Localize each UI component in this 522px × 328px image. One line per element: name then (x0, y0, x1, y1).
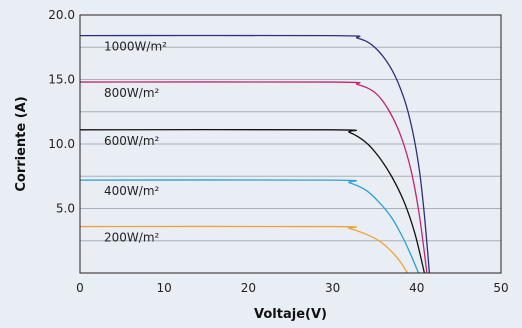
series-line (79, 179, 420, 274)
y-axis-title: Corriente (A) (14, 96, 29, 191)
x-tick-label: 30 (325, 281, 340, 295)
x-tick-label: 50 (493, 281, 508, 295)
x-tick-label: 40 (409, 281, 424, 295)
y-tick-label: 20.0 (48, 8, 75, 22)
series-labels: 1000W/m² 800W/m² 600W/m² 400W/m² 200W/m² (104, 40, 167, 245)
x-tick-label: 0 (76, 281, 84, 295)
series-line (79, 81, 428, 274)
grid-lines (80, 46, 501, 242)
y-tick-label: 10.0 (48, 137, 75, 151)
x-tick-label: 10 (157, 281, 172, 295)
series-line (79, 34, 431, 274)
series-label: 200W/m² (104, 231, 160, 245)
series-label: 600W/m² (104, 134, 160, 148)
plot-frame (79, 14, 502, 274)
series-line (79, 128, 426, 274)
x-axis-ticks: 0 10 20 30 40 50 (76, 281, 508, 295)
series-label: 800W/m² (104, 86, 160, 100)
y-tick-label: 5.0 (56, 202, 75, 216)
y-axis-ticks: 5.0 10.0 15.0 20.0 (48, 8, 75, 216)
series-curves (79, 34, 431, 274)
y-tick-label: 15.0 (48, 73, 75, 87)
x-tick-label: 20 (241, 281, 256, 295)
series-line (79, 225, 409, 274)
x-axis-title: Voltaje(V) (254, 307, 327, 322)
series-label: 400W/m² (104, 184, 160, 198)
series-label: 1000W/m² (104, 40, 167, 54)
